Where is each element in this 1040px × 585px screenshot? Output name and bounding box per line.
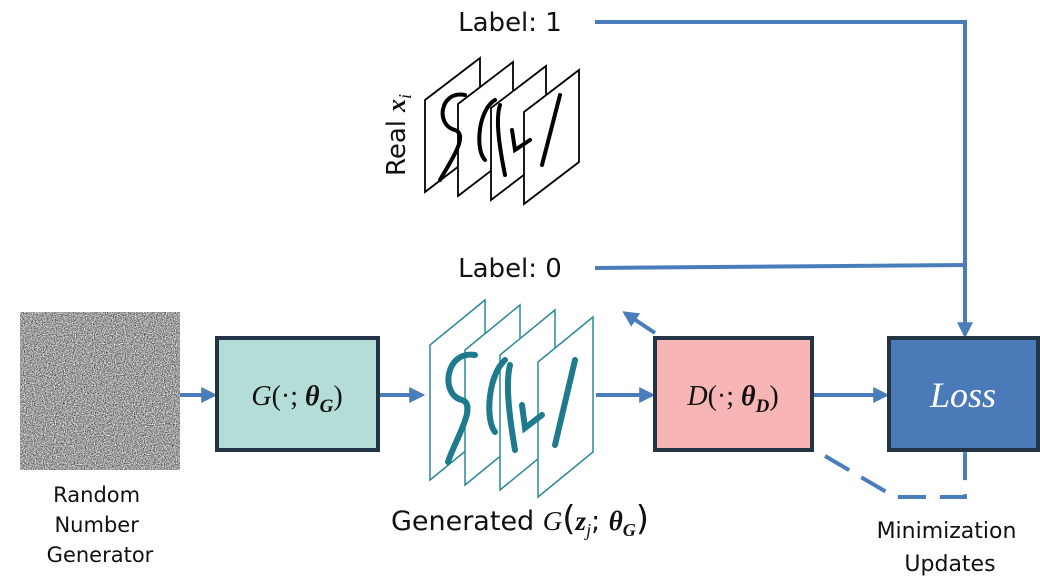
symbol: θ (305, 381, 320, 412)
noise-label: Random Number Generator (47, 483, 154, 567)
symbol: ) (333, 381, 342, 412)
symbol: z (575, 506, 587, 536)
updates-label: Minimization Updates (877, 519, 1024, 577)
arrow (595, 22, 965, 335)
real-label: Real xi (382, 94, 415, 176)
updates-line: Minimization (877, 519, 1017, 544)
loss-label: Loss (929, 375, 996, 415)
noise-line: Generator (47, 543, 154, 567)
symbol: (·; (708, 381, 741, 412)
noise-line: Random (53, 483, 140, 507)
gan-diagram: Random Number Generator (0, 0, 1040, 581)
page: Random Number Generator (0, 0, 1040, 581)
symbol: ; (591, 506, 609, 537)
arrow (625, 313, 655, 333)
subscript: j (584, 520, 591, 540)
symbol: ) (769, 381, 778, 412)
symbol: ( (562, 499, 575, 539)
symbol: x (382, 99, 411, 113)
generated-label: Generated G(zj; θG) (391, 499, 649, 540)
noise-line: Number (54, 513, 139, 537)
label-real: Label: 1 (458, 8, 562, 38)
label-fake: Label: 0 (458, 254, 562, 284)
real-cards (425, 58, 579, 204)
subscript: D (755, 396, 770, 417)
symbol: D (686, 381, 707, 412)
dashed-update (825, 452, 965, 497)
subscript: G (320, 396, 334, 417)
symbol: G (251, 381, 271, 412)
symbol: ) (636, 499, 649, 539)
updates-line: Updates (904, 552, 995, 577)
word: Real (382, 120, 412, 176)
word: Generated (391, 506, 543, 537)
noise-image (20, 312, 180, 470)
symbol: θ (741, 381, 756, 412)
symbol: (·; (272, 381, 305, 412)
symbol: G (543, 506, 563, 536)
symbol: θ (609, 506, 623, 536)
connector (595, 265, 965, 268)
subscript: i (395, 94, 415, 99)
subscript: G (623, 520, 636, 540)
